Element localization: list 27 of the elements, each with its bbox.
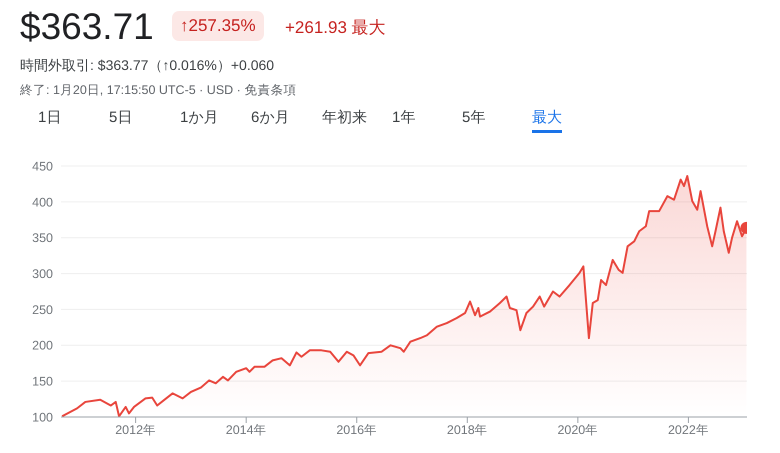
x-tick-label: 2018年: [446, 422, 488, 437]
chart-title: $363.71: [20, 6, 154, 48]
y-tick-label: 300: [32, 267, 54, 282]
x-tick-label: 2020年: [557, 422, 598, 437]
y-tick-label: 150: [32, 374, 54, 389]
x-tick-label: 2022年: [668, 422, 709, 437]
text: 1年: [392, 108, 416, 128]
text: 5日: [109, 108, 132, 128]
text: 最大: [532, 108, 562, 133]
x-tick-label: 2012年: [115, 422, 156, 437]
text: 6か月: [251, 108, 290, 128]
text: ↑257.35%: [172, 11, 264, 41]
text: 1日: [38, 108, 62, 128]
text: 5年: [462, 108, 486, 128]
text: 1か月: [180, 108, 218, 128]
y-tick-label: 100: [32, 410, 54, 424]
y-tick-label: 450: [32, 159, 54, 174]
text: 年初来: [322, 108, 367, 128]
y-tick-label: 250: [32, 302, 54, 317]
text: 時間外取引: $363.77（↑0.016%）+0.060: [20, 57, 274, 75]
y-tick-label: 200: [32, 338, 54, 353]
y-tick-label: 350: [32, 231, 54, 246]
text: +261.93 最大: [285, 17, 386, 39]
text: 終了: 1月20日, 17:15:50 UTC-5 · USD · 免責条項: [20, 82, 296, 99]
x-tick-label: 2016年: [336, 422, 378, 437]
x-tick-label: 2014年: [226, 422, 267, 437]
y-tick-label: 400: [32, 195, 54, 210]
